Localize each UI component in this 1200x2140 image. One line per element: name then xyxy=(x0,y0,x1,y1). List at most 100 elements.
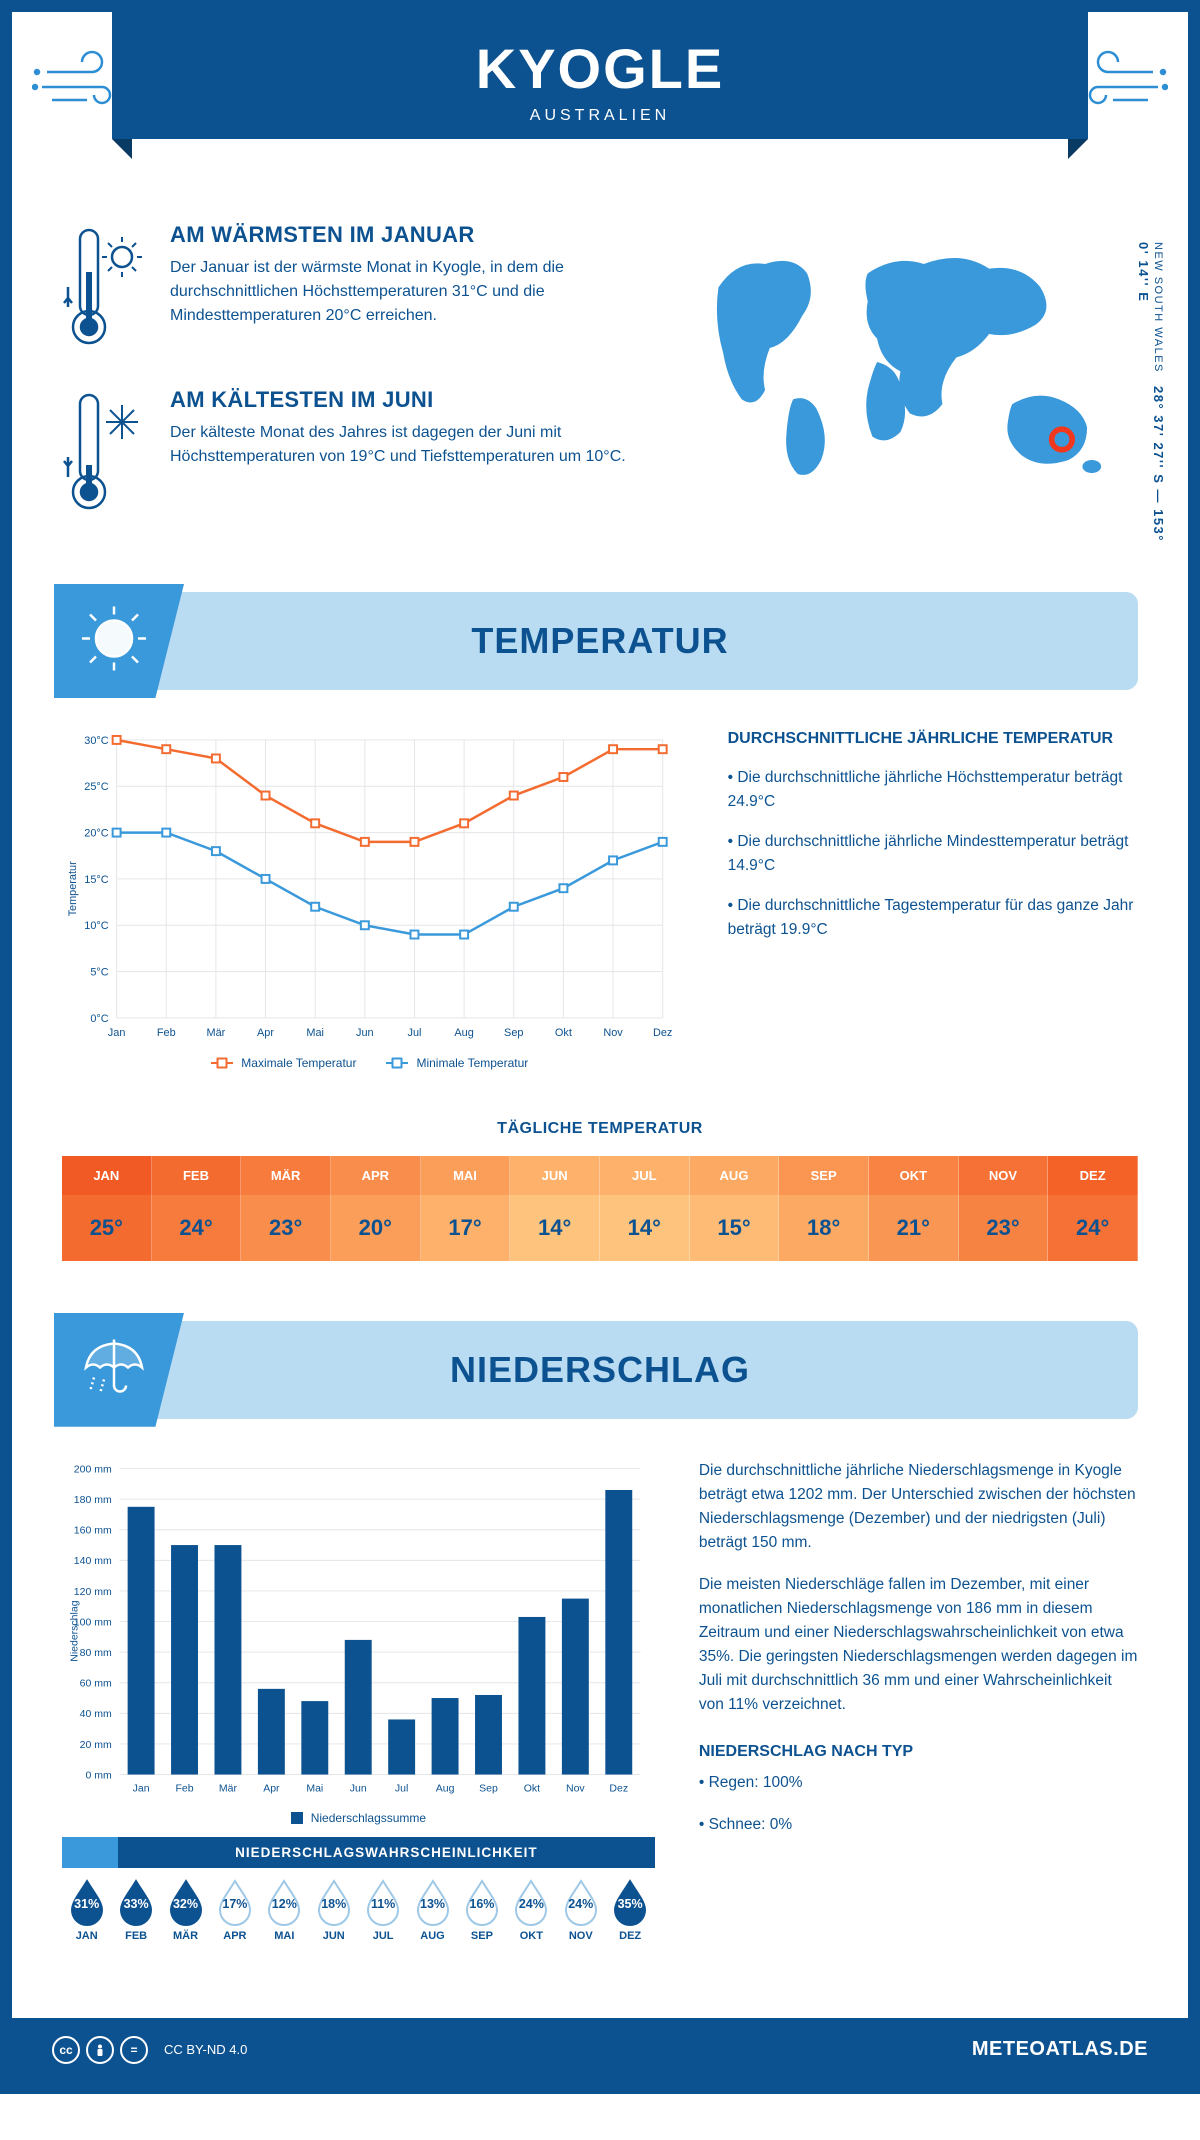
temperature-legend: .legend .item:nth-child(1) .swatch::befo… xyxy=(62,1056,678,1070)
svg-text:Sep: Sep xyxy=(479,1782,498,1794)
svg-text:Apr: Apr xyxy=(257,1027,274,1039)
thermometer-hot-icon xyxy=(62,222,152,357)
svg-text:25°C: 25°C xyxy=(84,781,108,793)
svg-text:0 mm: 0 mm xyxy=(85,1769,112,1781)
legend-max-label: Maximale Temperatur xyxy=(241,1056,356,1070)
probability-cell: 24% NOV xyxy=(556,1878,605,1942)
temp-table-cell: 23° xyxy=(241,1195,331,1261)
raindrop-icon: 11% xyxy=(363,1878,403,1926)
svg-text:180 mm: 180 mm xyxy=(74,1494,112,1506)
temperature-section-header: TEMPERATUR xyxy=(62,592,1138,690)
temp-table-cell: 24° xyxy=(152,1195,242,1261)
svg-text:Nov: Nov xyxy=(566,1782,585,1794)
svg-text:15°C: 15°C xyxy=(84,874,108,886)
temp-table-cell: 17° xyxy=(421,1195,511,1261)
legend-min-label: Minimale Temperatur xyxy=(416,1056,528,1070)
probability-cell: 24% OKT xyxy=(507,1878,556,1942)
by-icon xyxy=(86,2036,114,2064)
temp-table-cell: 15° xyxy=(690,1195,780,1261)
svg-text:60 mm: 60 mm xyxy=(80,1677,112,1689)
probability-cell: 11% JUL xyxy=(358,1878,407,1942)
svg-text:Dez: Dez xyxy=(609,1782,628,1794)
warmest-block: AM WÄRMSTEN IM JANUAR Der Januar ist der… xyxy=(62,222,632,357)
precipitation-section-header: NIEDERSCHLAG xyxy=(62,1321,1138,1419)
svg-text:Jun: Jun xyxy=(356,1027,374,1039)
svg-text:140 mm: 140 mm xyxy=(74,1555,112,1567)
raindrop-icon: 35% xyxy=(610,1878,650,1926)
footer: cc = CC BY-ND 4.0 METEOATLAS.DE xyxy=(12,2018,1188,2082)
precipitation-left-column: 0 mm20 mm40 mm60 mm80 mm100 mm120 mm140 … xyxy=(62,1459,655,1948)
raindrop-icon: 12% xyxy=(264,1878,304,1926)
coordinates: NEW SOUTH WALES 28° 37' 27'' S — 153° 0'… xyxy=(1136,242,1166,552)
precip-snow: • Schnee: 0% xyxy=(699,1813,1138,1837)
raindrop-icon: 33% xyxy=(116,1878,156,1926)
precip-rain: • Regen: 100% xyxy=(699,1771,1138,1795)
svg-text:Jan: Jan xyxy=(108,1027,126,1039)
precipitation-section: 0 mm20 mm40 mm60 mm80 mm100 mm120 mm140 … xyxy=(62,1459,1138,1948)
precipitation-info: Die durchschnittliche jährliche Niedersc… xyxy=(699,1459,1138,1948)
precipitation-heading: NIEDERSCHLAG xyxy=(62,1349,1138,1391)
svg-text:10°C: 10°C xyxy=(84,920,108,932)
precip-paragraph: Die meisten Niederschläge fallen im Deze… xyxy=(699,1573,1138,1717)
daily-temp-title: TÄGLICHE TEMPERATUR xyxy=(62,1120,1138,1138)
svg-text:40 mm: 40 mm xyxy=(80,1708,112,1720)
raindrop-icon: 32% xyxy=(166,1878,206,1926)
probability-cell: 16% SEP xyxy=(457,1878,506,1942)
probability-cell: 17% APR xyxy=(210,1878,259,1942)
temp-table-cell: 14° xyxy=(600,1195,690,1261)
temp-table-header: FEB xyxy=(152,1156,242,1195)
precip-type-title: NIEDERSCHLAG NACH TYP xyxy=(699,1743,1138,1761)
probability-cell: 31% JAN xyxy=(62,1878,111,1942)
svg-text:160 mm: 160 mm xyxy=(74,1524,112,1536)
temp-table-header: APR xyxy=(331,1156,421,1195)
temp-table-header: MÄR xyxy=(241,1156,331,1195)
cc-icon: cc xyxy=(52,2036,80,2064)
temp-table-header: DEZ xyxy=(1048,1156,1138,1195)
svg-text:Apr: Apr xyxy=(263,1782,280,1794)
svg-text:Aug: Aug xyxy=(454,1027,473,1039)
temp-table-header: SEP xyxy=(779,1156,869,1195)
probability-cell: 12% MAI xyxy=(260,1878,309,1942)
region-label: NEW SOUTH WALES xyxy=(1152,242,1164,373)
svg-text:Nov: Nov xyxy=(603,1027,623,1039)
temp-table-cell: 25° xyxy=(62,1195,152,1261)
temp-table-cell: 18° xyxy=(779,1195,869,1261)
coldest-description: Der kälteste Monat des Jahres ist dagege… xyxy=(170,421,632,469)
temperature-info: DURCHSCHNITTLICHE JÄHRLICHE TEMPERATUR •… xyxy=(728,730,1138,1070)
temp-table-header: JUN xyxy=(510,1156,600,1195)
temp-info-bullet: • Die durchschnittliche jährliche Mindes… xyxy=(728,830,1138,878)
site-name: METEOATLAS.DE xyxy=(972,2038,1148,2061)
svg-text:30°C: 30°C xyxy=(84,735,108,747)
svg-text:Mai: Mai xyxy=(306,1782,323,1794)
intro-section: AM WÄRMSTEN IM JANUAR Der Januar ist der… xyxy=(62,222,1138,552)
svg-text:20°C: 20°C xyxy=(84,828,108,840)
raindrop-icon: 18% xyxy=(314,1878,354,1926)
license-block: cc = CC BY-ND 4.0 xyxy=(52,2036,247,2064)
svg-text:0°C: 0°C xyxy=(90,1013,108,1025)
svg-text:Dez: Dez xyxy=(653,1027,672,1039)
svg-text:Feb: Feb xyxy=(175,1782,193,1794)
raindrop-icon: 17% xyxy=(215,1878,255,1926)
temp-table-cell: 23° xyxy=(959,1195,1049,1261)
nd-icon: = xyxy=(120,2036,148,2064)
raindrop-icon: 31% xyxy=(67,1878,107,1926)
temp-table-cell: 24° xyxy=(1048,1195,1138,1261)
coldest-text: AM KÄLTESTEN IM JUNI Der kälteste Monat … xyxy=(170,387,632,522)
temperature-section: 0°C5°C10°C15°C20°C25°C30°CJanFebMärAprMa… xyxy=(62,730,1138,1070)
svg-text:Mai: Mai xyxy=(306,1027,324,1039)
svg-text:Okt: Okt xyxy=(524,1782,540,1794)
license-text: CC BY-ND 4.0 xyxy=(164,2042,247,2057)
country-subtitle: AUSTRALIEN xyxy=(112,107,1088,125)
coldest-block: AM KÄLTESTEN IM JUNI Der kälteste Monat … xyxy=(62,387,632,522)
svg-text:Temperatur: Temperatur xyxy=(67,861,79,917)
temp-table-header: AUG xyxy=(690,1156,780,1195)
temp-table-cell: 20° xyxy=(331,1195,421,1261)
temp-info-title: DURCHSCHNITTLICHE JÄHRLICHE TEMPERATUR xyxy=(728,730,1138,748)
svg-text:Niederschlag: Niederschlag xyxy=(68,1600,80,1661)
svg-text:80 mm: 80 mm xyxy=(80,1647,112,1659)
probability-header: NIEDERSCHLAGSWAHRSCHEINLICHKEIT xyxy=(62,1837,655,1868)
svg-text:Jul: Jul xyxy=(395,1782,408,1794)
svg-text:Mär: Mär xyxy=(207,1027,226,1039)
precip-legend-label: Niederschlagssumme xyxy=(311,1811,426,1825)
main-content: AM WÄRMSTEN IM JANUAR Der Januar ist der… xyxy=(12,192,1188,2018)
